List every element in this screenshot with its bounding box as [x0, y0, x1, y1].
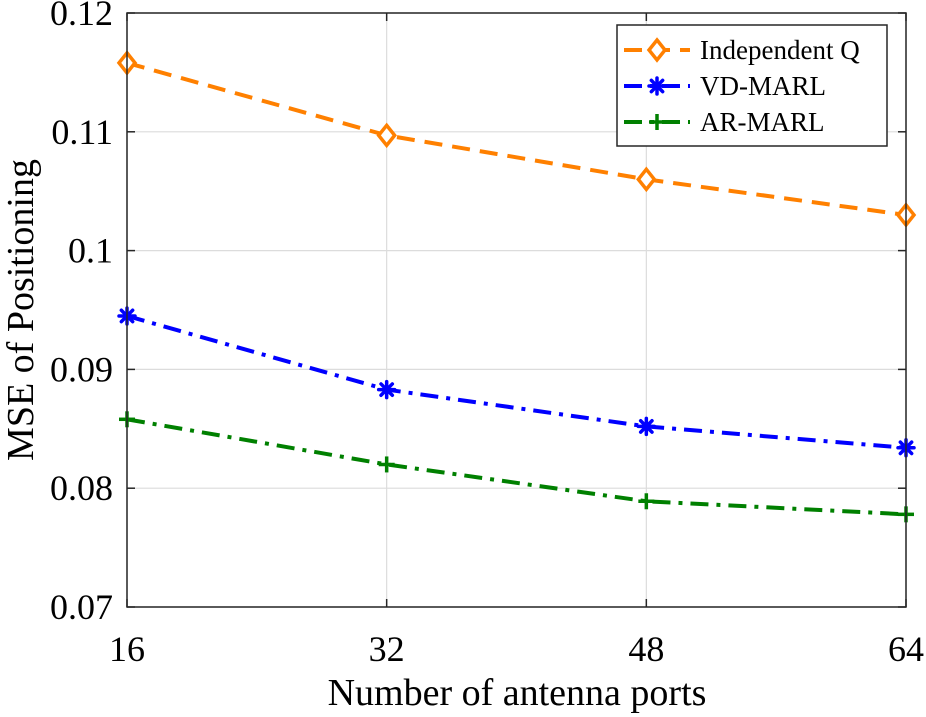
plus-marker [649, 114, 665, 130]
y-tick-label: 0.07 [50, 587, 113, 627]
plot-frame [126, 12, 907, 608]
series-line-ar-marl [126, 417, 907, 517]
series-line-vd-marl [126, 314, 907, 450]
series-independent-q [116, 50, 917, 228]
y-tick-label: 0.12 [50, 0, 113, 33]
series-vd-marl [117, 306, 916, 458]
legend-entry-ar-marl: AR-MARL [624, 107, 825, 137]
diamond-marker [376, 122, 397, 149]
tick-marks [126, 12, 907, 608]
asterisk-marker [647, 76, 667, 96]
legend-label: VD-MARL [700, 71, 826, 101]
legend-entry-independent-q: Independent Q [624, 35, 860, 65]
y-tick-label: 0.08 [50, 468, 113, 508]
x-tick-label: 64 [888, 629, 924, 669]
y-tick-label: 0.1 [68, 231, 113, 271]
series-line-independent-q [126, 60, 907, 217]
diamond-marker [646, 37, 668, 63]
legend-label: Independent Q [700, 35, 860, 65]
x-tick-label: 48 [628, 629, 664, 669]
asterisk-marker [636, 416, 657, 437]
diamond-marker [636, 166, 657, 193]
y-axis-label: MSE of Positioning [0, 159, 42, 461]
y-tick-label: 0.09 [50, 349, 113, 389]
legend-items: Independent Q VD-MARL AR-MARL [624, 35, 860, 137]
tick-labels: 16 32 48 64 0.07 0.08 0.09 0.1 0.11 0.12 [50, 0, 924, 669]
legend: Independent Q VD-MARL AR-MARL [616, 24, 888, 147]
x-axis-label: Number of antenna ports [328, 672, 707, 714]
legend-label: AR-MARL [700, 107, 825, 137]
y-tick-label: 0.11 [51, 112, 113, 152]
legend-entry-vd-marl: VD-MARL [624, 71, 826, 101]
plus-marker [638, 493, 655, 510]
plus-marker [378, 456, 395, 473]
x-tick-label: 16 [109, 629, 145, 669]
x-tick-label: 32 [369, 629, 405, 669]
series-ar-marl [119, 411, 914, 523]
asterisk-marker [376, 379, 397, 400]
